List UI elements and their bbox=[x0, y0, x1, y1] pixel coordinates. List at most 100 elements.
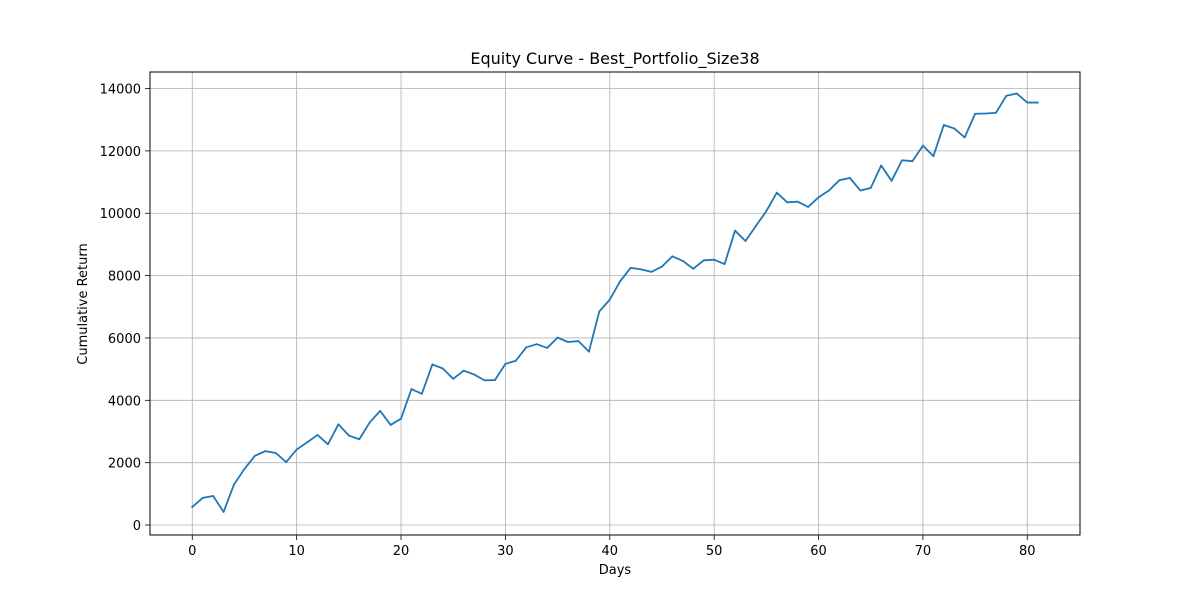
data-point bbox=[212, 495, 215, 497]
data-point bbox=[942, 124, 945, 126]
data-point bbox=[848, 177, 851, 179]
data-point bbox=[473, 373, 475, 376]
x-tick-label: 40 bbox=[602, 544, 619, 559]
x-tick-label: 70 bbox=[915, 544, 932, 559]
data-point bbox=[327, 443, 329, 446]
x-axis-label: Days bbox=[599, 563, 632, 578]
data-point bbox=[535, 343, 538, 346]
data-point bbox=[755, 225, 757, 227]
data-point bbox=[901, 159, 903, 162]
data-point bbox=[556, 336, 559, 339]
data-point bbox=[838, 179, 841, 182]
data-point bbox=[932, 155, 935, 158]
data-point bbox=[546, 347, 549, 349]
data-point bbox=[880, 164, 883, 167]
y-tick-label: 12000 bbox=[100, 145, 141, 160]
y-tick-label: 14000 bbox=[100, 83, 141, 98]
data-point bbox=[1026, 101, 1029, 104]
data-point bbox=[295, 448, 298, 451]
data-point bbox=[619, 280, 622, 283]
y-tick-label: 0 bbox=[133, 519, 141, 534]
data-point bbox=[337, 423, 340, 426]
data-point bbox=[254, 454, 256, 457]
data-point bbox=[598, 310, 601, 313]
data-point bbox=[713, 258, 716, 261]
data-point bbox=[222, 511, 225, 513]
data-point bbox=[494, 379, 496, 381]
data-point bbox=[734, 229, 736, 232]
plot-lines bbox=[191, 92, 1039, 513]
x-tick-label: 30 bbox=[497, 544, 514, 559]
data-point bbox=[441, 367, 444, 370]
data-point bbox=[462, 369, 465, 372]
data-point bbox=[483, 379, 486, 382]
data-point bbox=[922, 144, 924, 147]
data-point bbox=[1005, 94, 1008, 97]
data-point bbox=[765, 210, 768, 212]
data-point bbox=[723, 263, 726, 265]
data-point bbox=[890, 179, 893, 182]
data-point bbox=[285, 461, 288, 463]
y-tick-label: 4000 bbox=[108, 394, 141, 409]
data-point bbox=[431, 363, 434, 366]
data-point bbox=[974, 112, 976, 115]
data-point bbox=[525, 346, 528, 349]
y-tick-label: 6000 bbox=[108, 332, 141, 347]
x-tick-label: 60 bbox=[810, 544, 827, 559]
data-point bbox=[410, 388, 413, 390]
data-point bbox=[368, 421, 371, 424]
data-point bbox=[504, 362, 507, 365]
data-point bbox=[243, 468, 246, 470]
data-point bbox=[608, 298, 611, 301]
x-tick-label: 0 bbox=[188, 544, 196, 559]
data-point bbox=[807, 206, 809, 208]
data-point bbox=[869, 187, 872, 189]
data-point bbox=[629, 266, 632, 269]
data-point bbox=[671, 255, 674, 258]
data-point bbox=[577, 340, 580, 342]
data-point bbox=[201, 497, 204, 499]
data-point bbox=[796, 200, 799, 203]
data-point bbox=[984, 112, 987, 115]
data-point bbox=[588, 350, 590, 353]
data-point bbox=[702, 259, 705, 262]
data-point bbox=[963, 136, 966, 139]
data-point bbox=[452, 377, 455, 380]
grid bbox=[150, 72, 1080, 535]
data-point bbox=[1015, 92, 1018, 95]
data-point bbox=[358, 438, 361, 441]
x-tick-label: 20 bbox=[393, 544, 410, 559]
data-point bbox=[786, 201, 789, 204]
data-point bbox=[817, 196, 820, 199]
x-tick-label: 10 bbox=[288, 544, 305, 559]
chart-title: Equity Curve - Best_Portfolio_Size38 bbox=[470, 49, 759, 69]
data-point bbox=[233, 483, 235, 486]
data-point bbox=[953, 127, 956, 130]
data-point bbox=[306, 441, 308, 444]
data-point bbox=[681, 260, 684, 262]
data-point bbox=[775, 191, 778, 194]
data-point bbox=[744, 240, 747, 242]
x-tick-label: 50 bbox=[706, 544, 723, 559]
data-point bbox=[400, 417, 402, 420]
data-point bbox=[828, 189, 830, 192]
data-point bbox=[859, 189, 862, 192]
data-point bbox=[421, 392, 423, 395]
data-point bbox=[1036, 101, 1039, 104]
data-point bbox=[389, 424, 392, 426]
y-tick-label: 8000 bbox=[108, 270, 141, 285]
x-axis-ticks: 0 10 20 30 40 50 60 70 80 bbox=[188, 535, 1036, 559]
data-point bbox=[567, 341, 569, 343]
y-tick-label: 10000 bbox=[100, 207, 141, 222]
x-tick-label: 80 bbox=[1019, 544, 1036, 559]
y-axis-label: Cumulative Return bbox=[76, 243, 91, 364]
equity-series-line bbox=[191, 92, 1039, 513]
data-point bbox=[379, 410, 382, 412]
data-point bbox=[640, 268, 642, 271]
data-point bbox=[347, 434, 350, 437]
data-point bbox=[316, 434, 319, 436]
data-point bbox=[911, 160, 914, 163]
